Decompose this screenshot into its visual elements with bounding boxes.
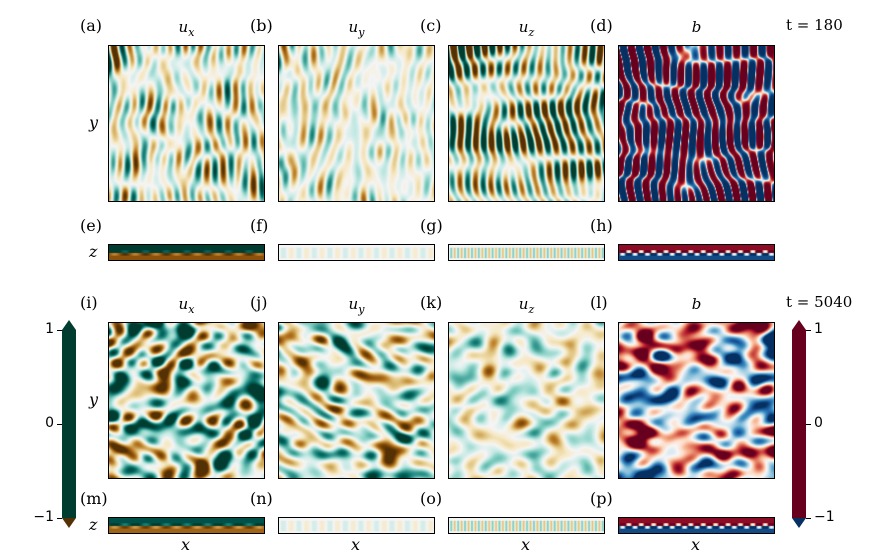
time-label: t = 5040 xyxy=(786,293,853,311)
title-subscript: x xyxy=(188,26,195,39)
field-panel-ux xyxy=(108,45,265,202)
title-symbol: b xyxy=(691,295,702,313)
strip-panel-uz xyxy=(448,244,605,261)
x-axis-label: x xyxy=(521,535,531,554)
colorbar-velocity-tick xyxy=(57,424,62,425)
x-axis-label: x xyxy=(691,535,701,554)
strip-panel-ux xyxy=(108,517,265,534)
title-subscript: y xyxy=(358,26,365,39)
strip-tag-uy: (f) xyxy=(250,216,269,235)
colorbar-velocity-tick xyxy=(57,518,62,519)
panel-tag-ux: (i) xyxy=(80,293,98,312)
colorbar-buoyancy-tick xyxy=(806,518,811,519)
z-axis-label: z xyxy=(89,242,98,261)
colorbar-buoyancy-tick xyxy=(806,330,811,331)
panel-tag-b: (l) xyxy=(590,293,608,312)
panel-title-b: b xyxy=(618,18,775,39)
colorbar-buoyancy-tick xyxy=(806,424,811,425)
title-symbol: u xyxy=(518,295,529,313)
field-panel-b xyxy=(618,45,775,202)
panel-title-ux: ux xyxy=(108,295,265,316)
colorbar-velocity-min-arrow xyxy=(62,518,76,528)
colorbar-buoyancy-tick-label: 1 xyxy=(814,321,823,337)
panel-title-uy: uy xyxy=(278,295,435,316)
panel-title-b: b xyxy=(618,295,775,316)
strip-tag-b: (h) xyxy=(590,216,613,235)
colorbar-buoyancy-tick-label: 0 xyxy=(814,415,823,431)
colorbar-velocity xyxy=(62,330,76,518)
panel-title-uz: uz xyxy=(448,18,605,39)
time-label: t = 180 xyxy=(786,16,843,34)
strip-tag-uz: (o) xyxy=(420,489,443,508)
x-axis-label: x xyxy=(181,535,191,554)
strip-panel-ux xyxy=(108,244,265,261)
colorbar-velocity-tick xyxy=(57,330,62,331)
panel-tag-uy: (j) xyxy=(250,293,268,312)
strip-tag-ux: (m) xyxy=(80,489,108,508)
field-panel-uy xyxy=(278,322,435,479)
title-subscript: z xyxy=(528,26,535,39)
panel-title-uz: uz xyxy=(448,295,605,316)
x-axis-label: x xyxy=(351,535,361,554)
title-symbol: b xyxy=(691,18,702,36)
strip-panel-uy xyxy=(278,517,435,534)
title-symbol: u xyxy=(518,18,529,36)
strip-panel-uy xyxy=(278,244,435,261)
colorbar-velocity-tick-label: 0 xyxy=(45,415,54,431)
strip-panel-b xyxy=(618,244,775,261)
field-panel-uz xyxy=(448,45,605,202)
colorbar-buoyancy-tick-label: −1 xyxy=(814,509,835,525)
field-panel-uz xyxy=(448,322,605,479)
field-panel-uy xyxy=(278,45,435,202)
colorbar-velocity-tick-label: 1 xyxy=(45,321,54,337)
title-symbol: u xyxy=(348,295,359,313)
colorbar-velocity-tick-label: −1 xyxy=(33,509,54,525)
colorbar-buoyancy-max-arrow xyxy=(792,320,806,330)
title-symbol: u xyxy=(348,18,359,36)
panel-title-uy: uy xyxy=(278,18,435,39)
field-panel-b xyxy=(618,322,775,479)
title-symbol: u xyxy=(178,18,189,36)
strip-tag-uz: (g) xyxy=(420,216,443,235)
panel-title-ux: ux xyxy=(108,18,265,39)
z-axis-label: z xyxy=(89,515,98,534)
strip-tag-ux: (e) xyxy=(80,216,102,235)
strip-panel-b xyxy=(618,517,775,534)
strip-tag-uy: (n) xyxy=(250,489,273,508)
strip-panel-uz xyxy=(448,517,605,534)
strip-tag-b: (p) xyxy=(590,489,613,508)
colorbar-buoyancy xyxy=(792,330,806,518)
title-subscript: z xyxy=(528,303,535,316)
y-axis-label: y xyxy=(89,113,99,132)
panel-tag-uy: (b) xyxy=(250,16,273,35)
title-subscript: x xyxy=(188,303,195,316)
panel-tag-uz: (c) xyxy=(420,16,442,35)
y-axis-label: y xyxy=(89,390,99,409)
field-panel-ux xyxy=(108,322,265,479)
title-subscript: y xyxy=(358,303,365,316)
colorbar-buoyancy-min-arrow xyxy=(792,518,806,528)
colorbar-velocity-max-arrow xyxy=(62,320,76,330)
panel-tag-b: (d) xyxy=(590,16,613,35)
title-symbol: u xyxy=(178,295,189,313)
panel-tag-uz: (k) xyxy=(420,293,443,312)
panel-tag-ux: (a) xyxy=(80,16,103,35)
